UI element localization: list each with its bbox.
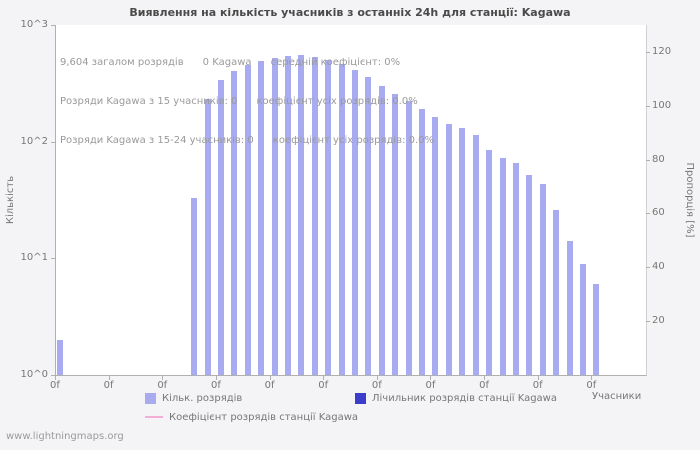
x-tick-label: 0f [264,380,275,391]
chart-title: Виявлення на кількість учасників з остан… [129,6,571,19]
y-right-tick-label: 60 [652,207,665,219]
stats-annotations: 9,604 загалом розрядів 0 Kagawa середній… [60,30,434,173]
y-right-tick-label: 100 [652,99,672,111]
x-tick-label: 0f [479,380,490,391]
histogram-bar [191,197,198,375]
y-right-tick-mark [646,213,650,215]
y-left-tick-mark [51,25,55,26]
x-tick-mark [162,376,164,380]
histogram-bar [204,99,211,375]
legend-label-count: Кільк. розрядів [162,392,243,404]
y-axis-label-right: Пропорція [%] [684,162,695,238]
y-right-tick-label: 80 [652,153,665,165]
legend-swatch-station-counter-icon [355,392,366,404]
x-tick-mark [376,376,378,380]
histogram-bar [579,263,586,375]
histogram-bar [459,127,466,375]
histogram-bar [445,123,452,375]
legend-entry-ratio: Коефіцієнт розрядів станції Kagawa [145,410,358,424]
histogram-bar [378,86,385,375]
watermark-link: www.lightningmaps.org [6,431,124,442]
histogram-bar [365,77,372,375]
legend-entry-station-counter: Лічильник розрядів станції Kagawa [355,391,557,405]
y-right-tick-mark [646,159,650,161]
legend-label-station-counter: Лічильник розрядів станції Kagawa [372,392,557,404]
y-right-tick-label: 40 [652,261,665,273]
x-tick-label: 0f [103,380,114,391]
histogram-bar [298,55,305,375]
histogram-bar [486,149,493,375]
y-right-tick-label: 20 [652,315,665,327]
histogram-bar [526,174,533,375]
histogram-bar [217,79,224,375]
x-tick-mark [484,376,486,380]
plot-area [55,25,647,376]
histogram-bar [392,94,399,375]
x-tick-mark [537,376,539,380]
histogram-bar [405,100,412,375]
x-tick-label: 0f [318,380,329,391]
x-tick-mark [55,376,56,380]
legend-label-ratio: Коефіцієнт розрядів станції Kagawa [169,411,359,423]
x-tick-label: 0f [532,380,543,391]
legend-line-ratio-icon [145,416,163,418]
legend-entry-count: Кільк. розрядів [145,391,242,405]
histogram-bar [566,241,573,375]
x-tick-label: 0f [425,380,436,391]
y-left-tick-mark [51,141,55,143]
histogram-bar [539,184,546,375]
y-left-tick-label: 10^1 [20,252,48,264]
histogram-bar [258,61,265,375]
histogram-bar [325,60,332,375]
histogram-bar [553,209,560,375]
y-right-tick-label: 120 [652,45,672,57]
histogram-bar [472,135,479,375]
stats-line-1: 9,604 загалом розрядів 0 Kagawa середній… [60,57,401,68]
y-left-tick-label: 10^0 [20,369,48,380]
x-tick-label: 0f [50,380,60,391]
x-tick-mark [430,376,432,380]
y-left-tick-mark [51,375,55,376]
x-tick-label: 0f [210,380,221,391]
y-left-tick-mark [51,258,55,260]
histogram-bar [57,339,63,375]
y-left-tick-label: 10^2 [20,135,48,147]
histogram-bar [499,158,506,375]
legend-swatch-count-icon [145,392,156,404]
histogram-bar [284,55,291,375]
stats-line-3: Розряди Kagawa з 15-24 учасників: 0 коеф… [60,135,435,146]
histogram-bar [419,108,426,375]
y-axis-label-left: Кількість [5,175,16,225]
histogram-bar [271,58,278,375]
histogram-bar [244,65,251,375]
y-right-tick-mark [646,321,650,323]
histogram-bar [432,116,439,375]
histogram-bar [593,284,600,375]
histogram-bar [311,57,318,375]
y-right-tick-mark [646,105,650,107]
x-axis-label: Учасники [592,391,642,402]
x-tick-label: 0f [157,380,168,391]
histogram-bar [352,70,358,375]
stats-line-2: Розряди Kagawa з 15 учасників: 0 коефіці… [60,96,418,107]
y-right-tick-mark [646,51,650,53]
histogram-bar [338,64,345,375]
y-left-tick-label: 10^3 [20,19,48,30]
x-tick-mark [108,376,110,380]
x-tick-label: 0f [586,380,597,391]
x-tick-label: 0f [371,380,382,391]
x-tick-mark [323,376,325,380]
histogram-bar [512,162,519,375]
x-tick-mark [591,376,593,380]
y-right-tick-mark [646,267,650,269]
histogram-bar [231,71,238,375]
x-tick-mark [215,376,217,380]
x-tick-mark [269,376,271,380]
